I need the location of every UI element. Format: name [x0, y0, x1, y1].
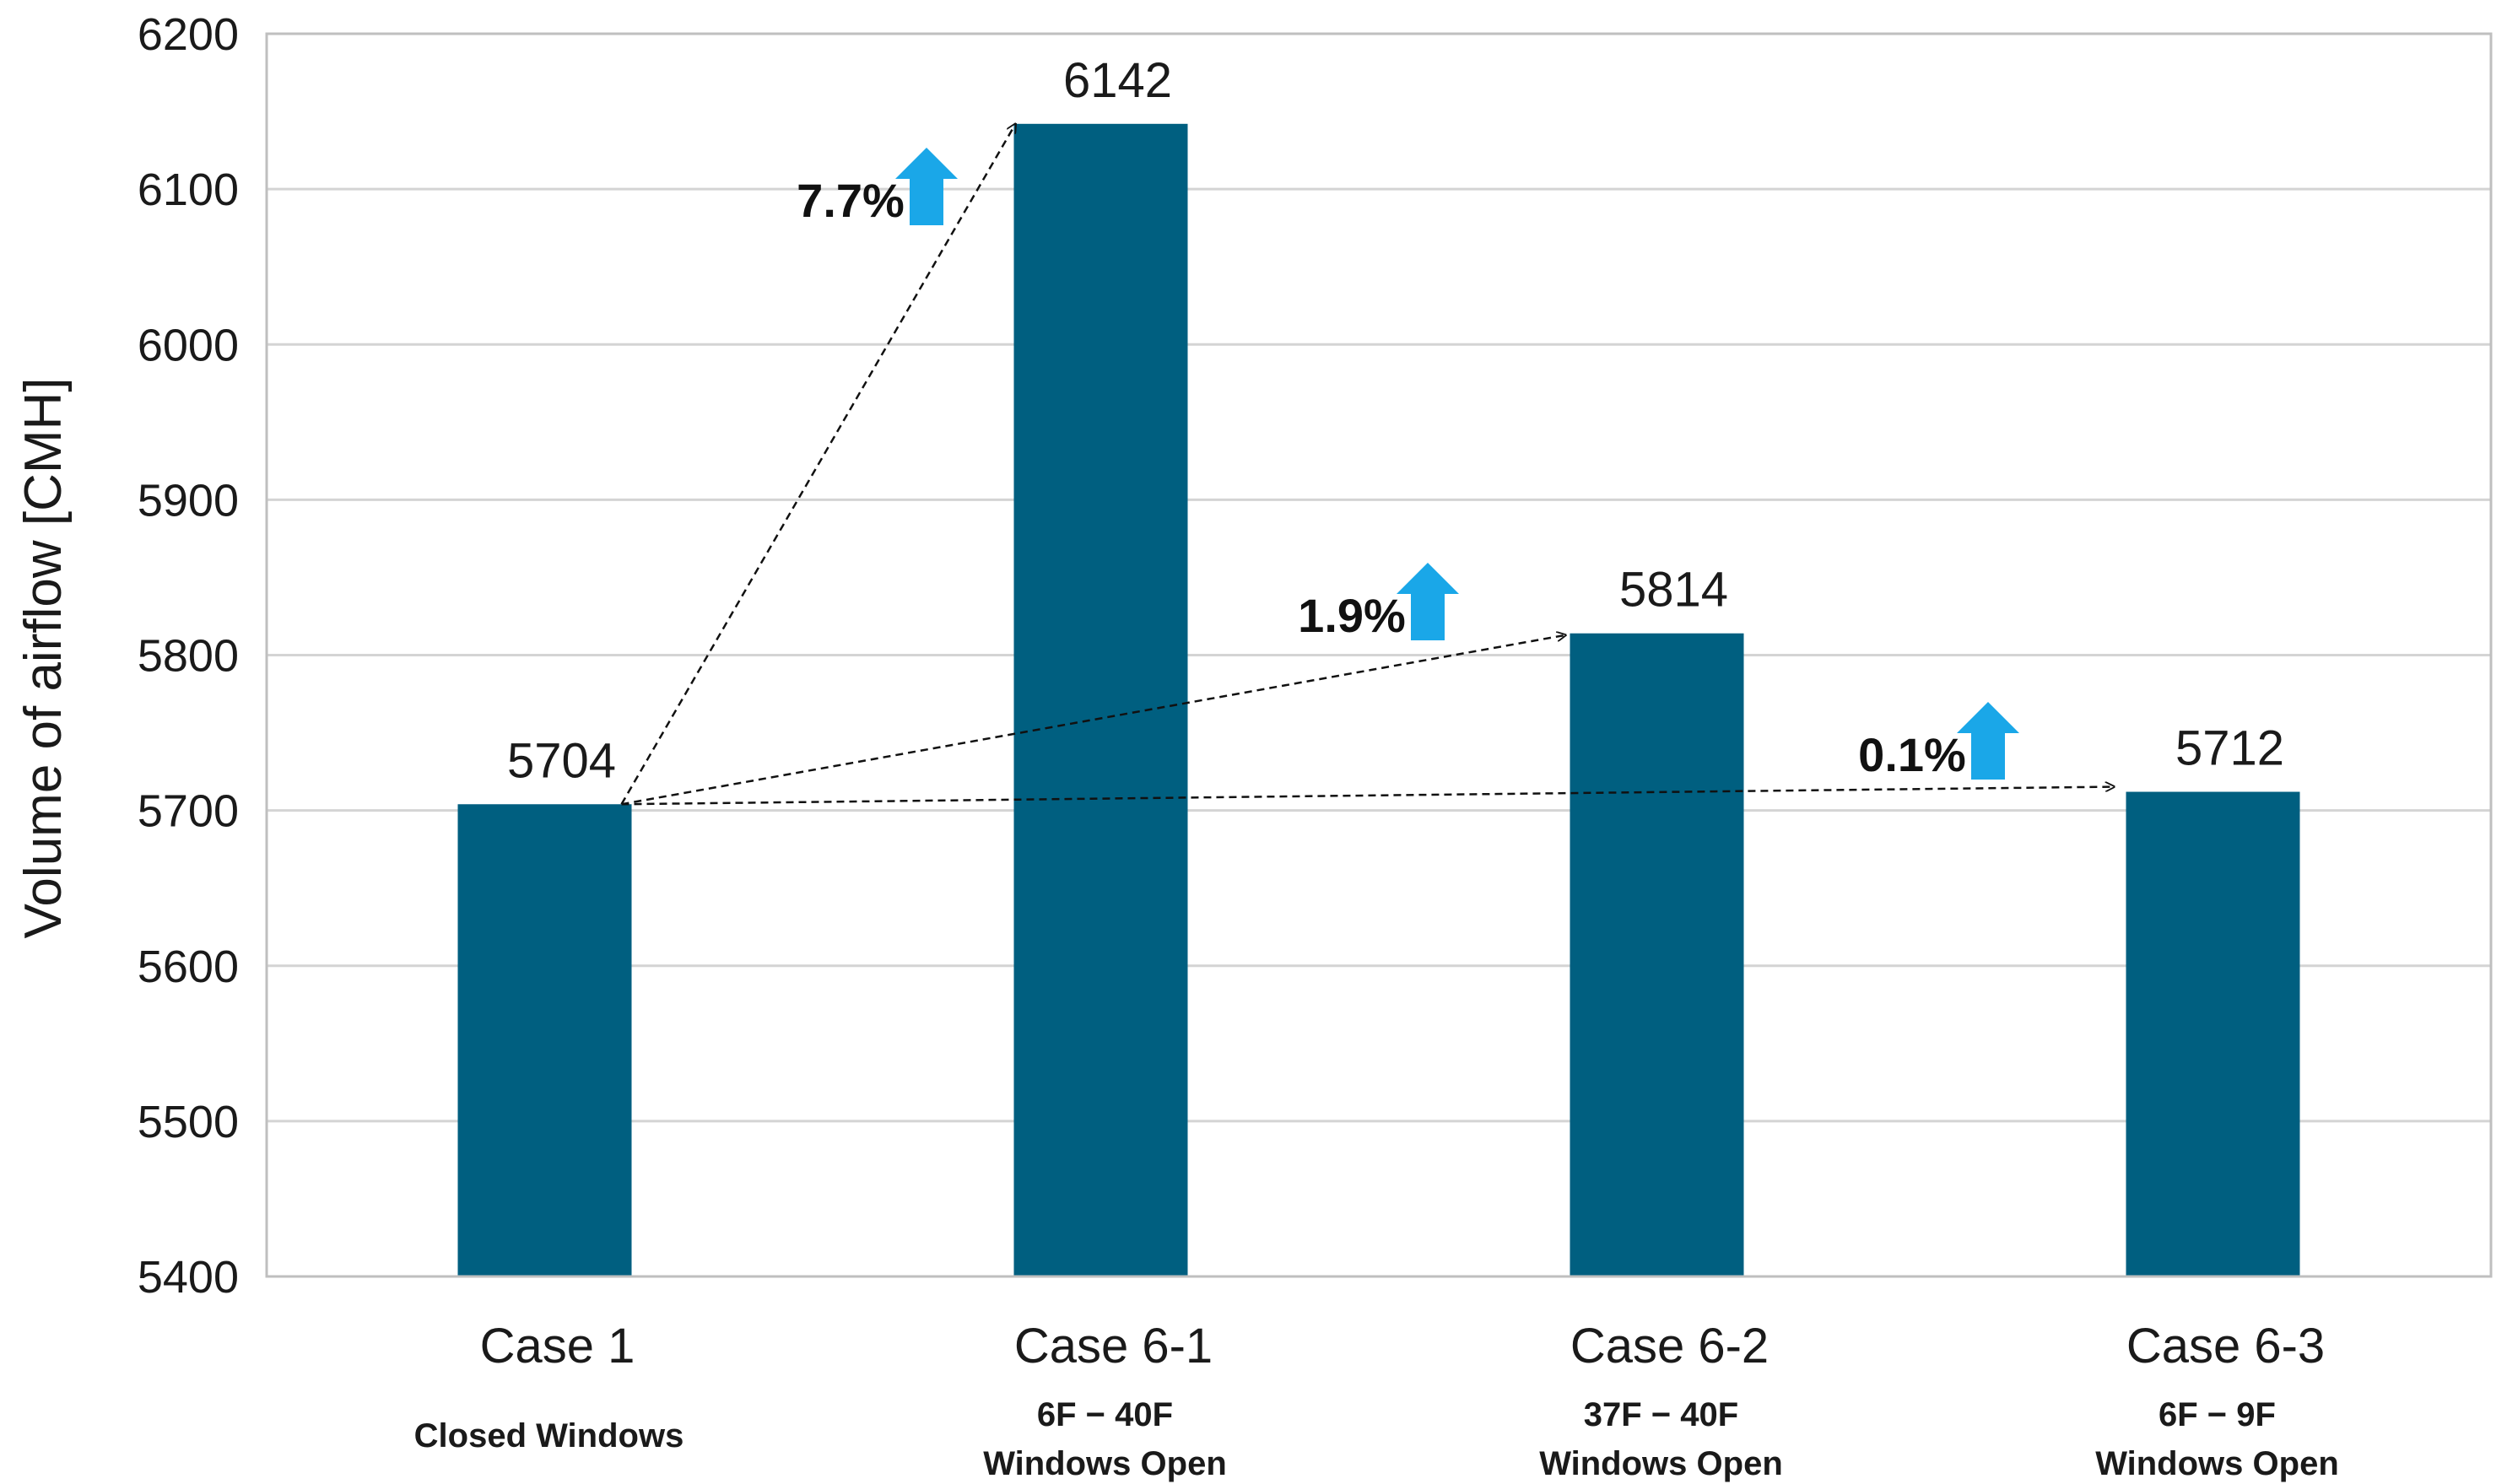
growth-percent-label: 0.1%	[1858, 728, 1966, 781]
x-tick-label: Case 1	[480, 1319, 635, 1373]
data-label: 6142	[1063, 53, 1172, 108]
x-tick-sublabel: Windows Open	[983, 1445, 1227, 1482]
bars	[457, 123, 2300, 1277]
y-tick-label: 5800	[138, 631, 239, 682]
y-tick-label: 5700	[138, 786, 239, 837]
bar	[1570, 633, 1744, 1276]
x-axis-labels: Case 1 Closed Windows Case 6-1 6F − 40F Wind…	[414, 1319, 2339, 1482]
y-axis-label: Volume of airflow [CMH]	[14, 378, 73, 939]
y-tick-label: 6000	[138, 320, 239, 370]
bar	[2126, 791, 2300, 1276]
x-tick-sublabel: 6F − 40F	[1037, 1396, 1173, 1433]
y-tick-label: 5400	[138, 1252, 239, 1303]
x-tick-sublabel: 6F − 9F	[2159, 1396, 2276, 1433]
data-label: 5704	[507, 733, 616, 788]
x-tick-sublabel: Windows Open	[1539, 1445, 1783, 1482]
growth-arrow	[621, 787, 2115, 806]
data-label: 5712	[2175, 721, 2284, 776]
x-tick-sublabel: Windows Open	[2095, 1445, 2339, 1482]
x-tick-label: Case 6-3	[2126, 1319, 2325, 1373]
y-tick-label: 5500	[138, 1097, 239, 1147]
bar	[457, 804, 632, 1276]
plot-frame	[265, 32, 2493, 1278]
x-tick-label: Case 6-2	[1570, 1319, 1769, 1373]
x-tick-sublabel: 37F − 40F	[1584, 1396, 1738, 1433]
y-axis-ticks: 5400 5500 5600 5700 5800 5900 6000 6100 6200	[138, 9, 239, 1303]
growth-percent-label: 7.7%	[797, 174, 905, 227]
growth-arrow	[620, 124, 1016, 805]
data-labels: 5704 6142 5814 5712	[507, 53, 2284, 788]
plot-border	[265, 32, 2493, 1278]
up-arrow-icon	[1957, 702, 2019, 780]
y-tick-label: 6100	[138, 165, 239, 215]
growth-arrow	[621, 635, 1566, 806]
growth-annotations: 7.7% 1.9% 0.1%	[620, 124, 2115, 806]
x-tick-label: Case 6-1	[1014, 1319, 1213, 1373]
bar	[1013, 123, 1188, 1277]
growth-percent-label: 1.9%	[1298, 589, 1406, 642]
y-tick-label: 5900	[138, 475, 239, 526]
up-arrow-icon	[895, 148, 958, 225]
data-label: 5814	[1619, 563, 1728, 618]
up-arrow-icon	[1397, 563, 1459, 640]
y-tick-label: 6200	[138, 9, 239, 60]
y-tick-label: 5600	[138, 942, 239, 992]
x-tick-sublabel: Closed Windows	[414, 1417, 684, 1454]
